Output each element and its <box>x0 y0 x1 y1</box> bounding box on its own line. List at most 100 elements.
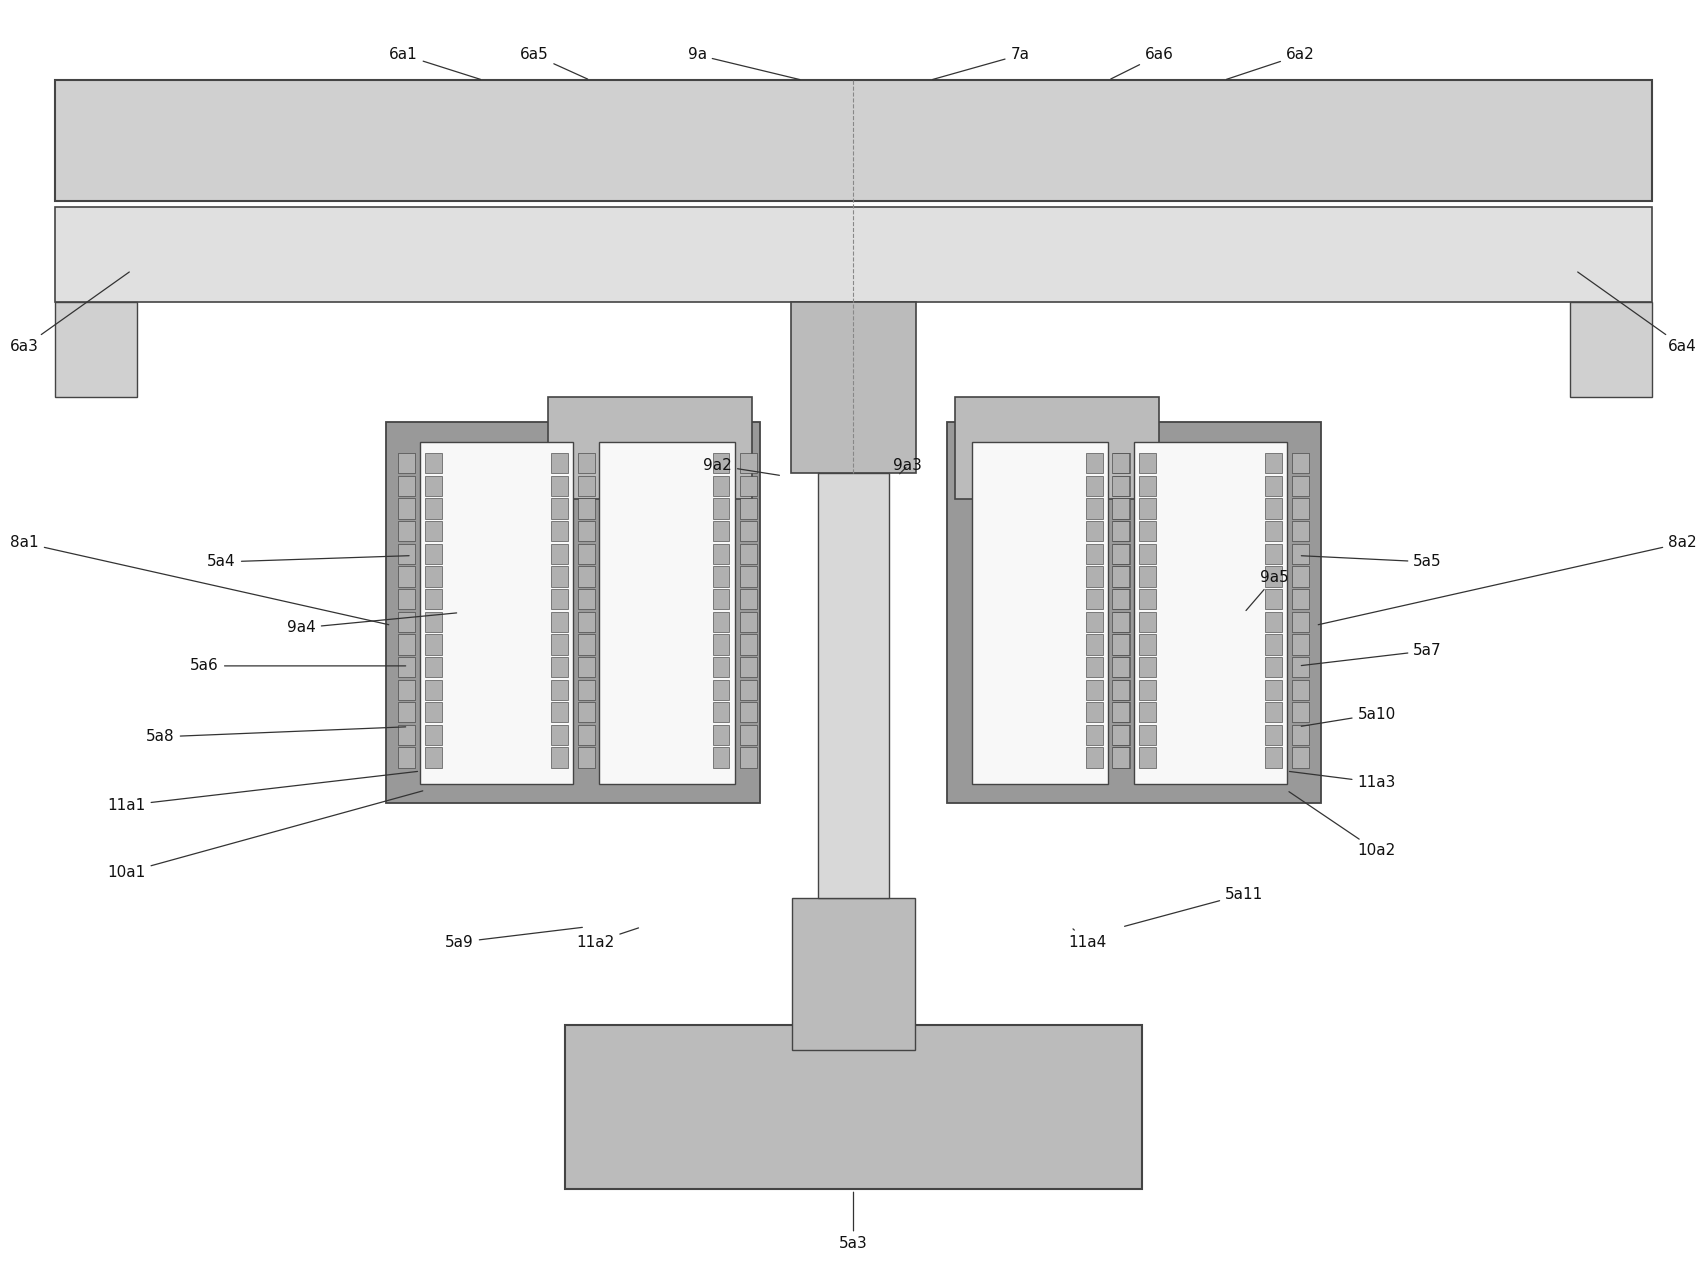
Bar <box>548 397 751 499</box>
Bar <box>425 634 442 655</box>
Bar <box>398 657 415 678</box>
Bar <box>973 441 1108 783</box>
Bar <box>712 453 729 473</box>
Bar <box>1086 657 1103 678</box>
Bar <box>1292 611 1309 632</box>
Bar <box>1292 521 1309 541</box>
Text: 10a1: 10a1 <box>108 791 423 880</box>
Bar <box>425 680 442 699</box>
Bar <box>1086 544 1103 564</box>
Text: 9a4: 9a4 <box>287 612 457 635</box>
Bar <box>1133 441 1287 783</box>
Bar <box>425 725 442 745</box>
Bar <box>1086 748 1103 768</box>
Bar <box>579 657 596 678</box>
Bar <box>1292 590 1309 609</box>
Bar <box>1086 590 1103 609</box>
Bar <box>739 657 756 678</box>
Bar <box>712 702 729 722</box>
Bar <box>739 634 756 655</box>
Bar <box>1265 544 1282 564</box>
Bar <box>551 748 568 768</box>
Text: 6a4: 6a4 <box>1577 272 1697 353</box>
Bar <box>1113 499 1130 519</box>
Bar <box>1113 521 1130 541</box>
Bar <box>1139 544 1156 564</box>
Bar <box>398 680 415 699</box>
Text: 6a1: 6a1 <box>389 47 481 79</box>
Bar <box>739 499 756 519</box>
Bar <box>579 544 596 564</box>
Bar <box>790 302 917 473</box>
Bar <box>579 702 596 722</box>
Bar <box>1113 680 1130 699</box>
Bar <box>1111 521 1128 541</box>
Bar <box>739 702 756 722</box>
Bar <box>1086 476 1103 496</box>
Bar <box>1113 544 1130 564</box>
Bar <box>712 499 729 519</box>
Bar <box>1111 702 1128 722</box>
Bar <box>1111 634 1128 655</box>
Bar <box>398 725 415 745</box>
Bar <box>1111 544 1128 564</box>
Bar <box>599 441 734 783</box>
Bar <box>420 441 574 783</box>
Bar <box>565 1025 1142 1189</box>
Bar <box>1111 680 1128 699</box>
Bar <box>425 567 442 587</box>
Bar <box>551 499 568 519</box>
Bar <box>1113 657 1130 678</box>
Bar <box>1113 634 1130 655</box>
Bar <box>579 725 596 745</box>
Bar <box>1113 453 1130 473</box>
Text: 11a1: 11a1 <box>108 772 418 813</box>
Bar <box>739 476 756 496</box>
Bar <box>425 521 442 541</box>
Bar <box>398 453 415 473</box>
Bar <box>712 657 729 678</box>
Bar <box>712 611 729 632</box>
Bar <box>425 476 442 496</box>
Bar <box>1139 521 1156 541</box>
Bar <box>1111 748 1128 768</box>
Bar <box>1265 453 1282 473</box>
Bar <box>1139 702 1156 722</box>
Bar <box>1086 567 1103 587</box>
Bar <box>1113 702 1130 722</box>
Bar <box>1292 476 1309 496</box>
Bar <box>1265 634 1282 655</box>
Text: 5a8: 5a8 <box>147 727 406 744</box>
Bar <box>579 590 596 609</box>
Bar <box>579 453 596 473</box>
Bar <box>712 680 729 699</box>
Bar <box>1113 611 1130 632</box>
Bar <box>739 544 756 564</box>
Bar <box>739 611 756 632</box>
Text: 8a1: 8a1 <box>10 536 389 625</box>
Bar <box>1265 521 1282 541</box>
Bar <box>739 567 756 587</box>
Bar <box>55 80 1652 200</box>
Bar <box>956 397 1159 499</box>
Bar <box>551 590 568 609</box>
Bar <box>1139 567 1156 587</box>
Bar <box>1113 567 1130 587</box>
Bar <box>579 476 596 496</box>
Bar <box>739 680 756 699</box>
Text: 5a4: 5a4 <box>207 555 410 569</box>
Text: 6a5: 6a5 <box>519 47 587 79</box>
Bar <box>739 521 756 541</box>
Bar <box>579 499 596 519</box>
Bar <box>1139 611 1156 632</box>
Bar <box>551 680 568 699</box>
Bar <box>55 207 1652 302</box>
Bar <box>739 725 756 745</box>
Bar <box>1111 611 1128 632</box>
Bar <box>579 748 596 768</box>
Text: 6a3: 6a3 <box>10 272 130 353</box>
Text: 11a2: 11a2 <box>577 928 638 949</box>
Bar <box>1111 657 1128 678</box>
Bar <box>1292 657 1309 678</box>
Bar <box>1111 476 1128 496</box>
